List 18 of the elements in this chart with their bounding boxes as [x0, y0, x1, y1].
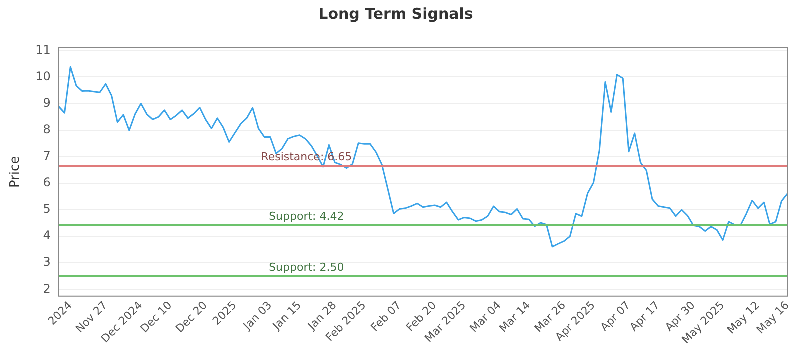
y-tick-label: 11 [36, 42, 51, 57]
y-tick-label: 4 [43, 228, 51, 243]
x-tick-label: Dec 20 [173, 298, 210, 336]
x-tick-label: Feb 07 [368, 298, 404, 334]
y-tick-label: 2 [43, 282, 51, 296]
x-tick-label: Apr 17 [627, 298, 663, 334]
ref-line-label: Support: 4.42 [269, 210, 344, 223]
ref-line-label: Support: 2.50 [269, 260, 344, 274]
y-tick-label: 3 [43, 255, 51, 270]
y-tick-label: 6 [43, 176, 51, 190]
y-tick-label: 9 [43, 96, 51, 110]
y-tick-label: 8 [43, 122, 51, 136]
y-tick-label: 10 [36, 69, 51, 84]
y-tick-label: 7 [43, 149, 51, 164]
y-tick-label: 5 [43, 202, 51, 216]
y-axis-title: Price [8, 156, 24, 188]
chart-title: Long Term Signals [318, 4, 474, 23]
x-tick-label: Jan 15 [270, 298, 304, 334]
